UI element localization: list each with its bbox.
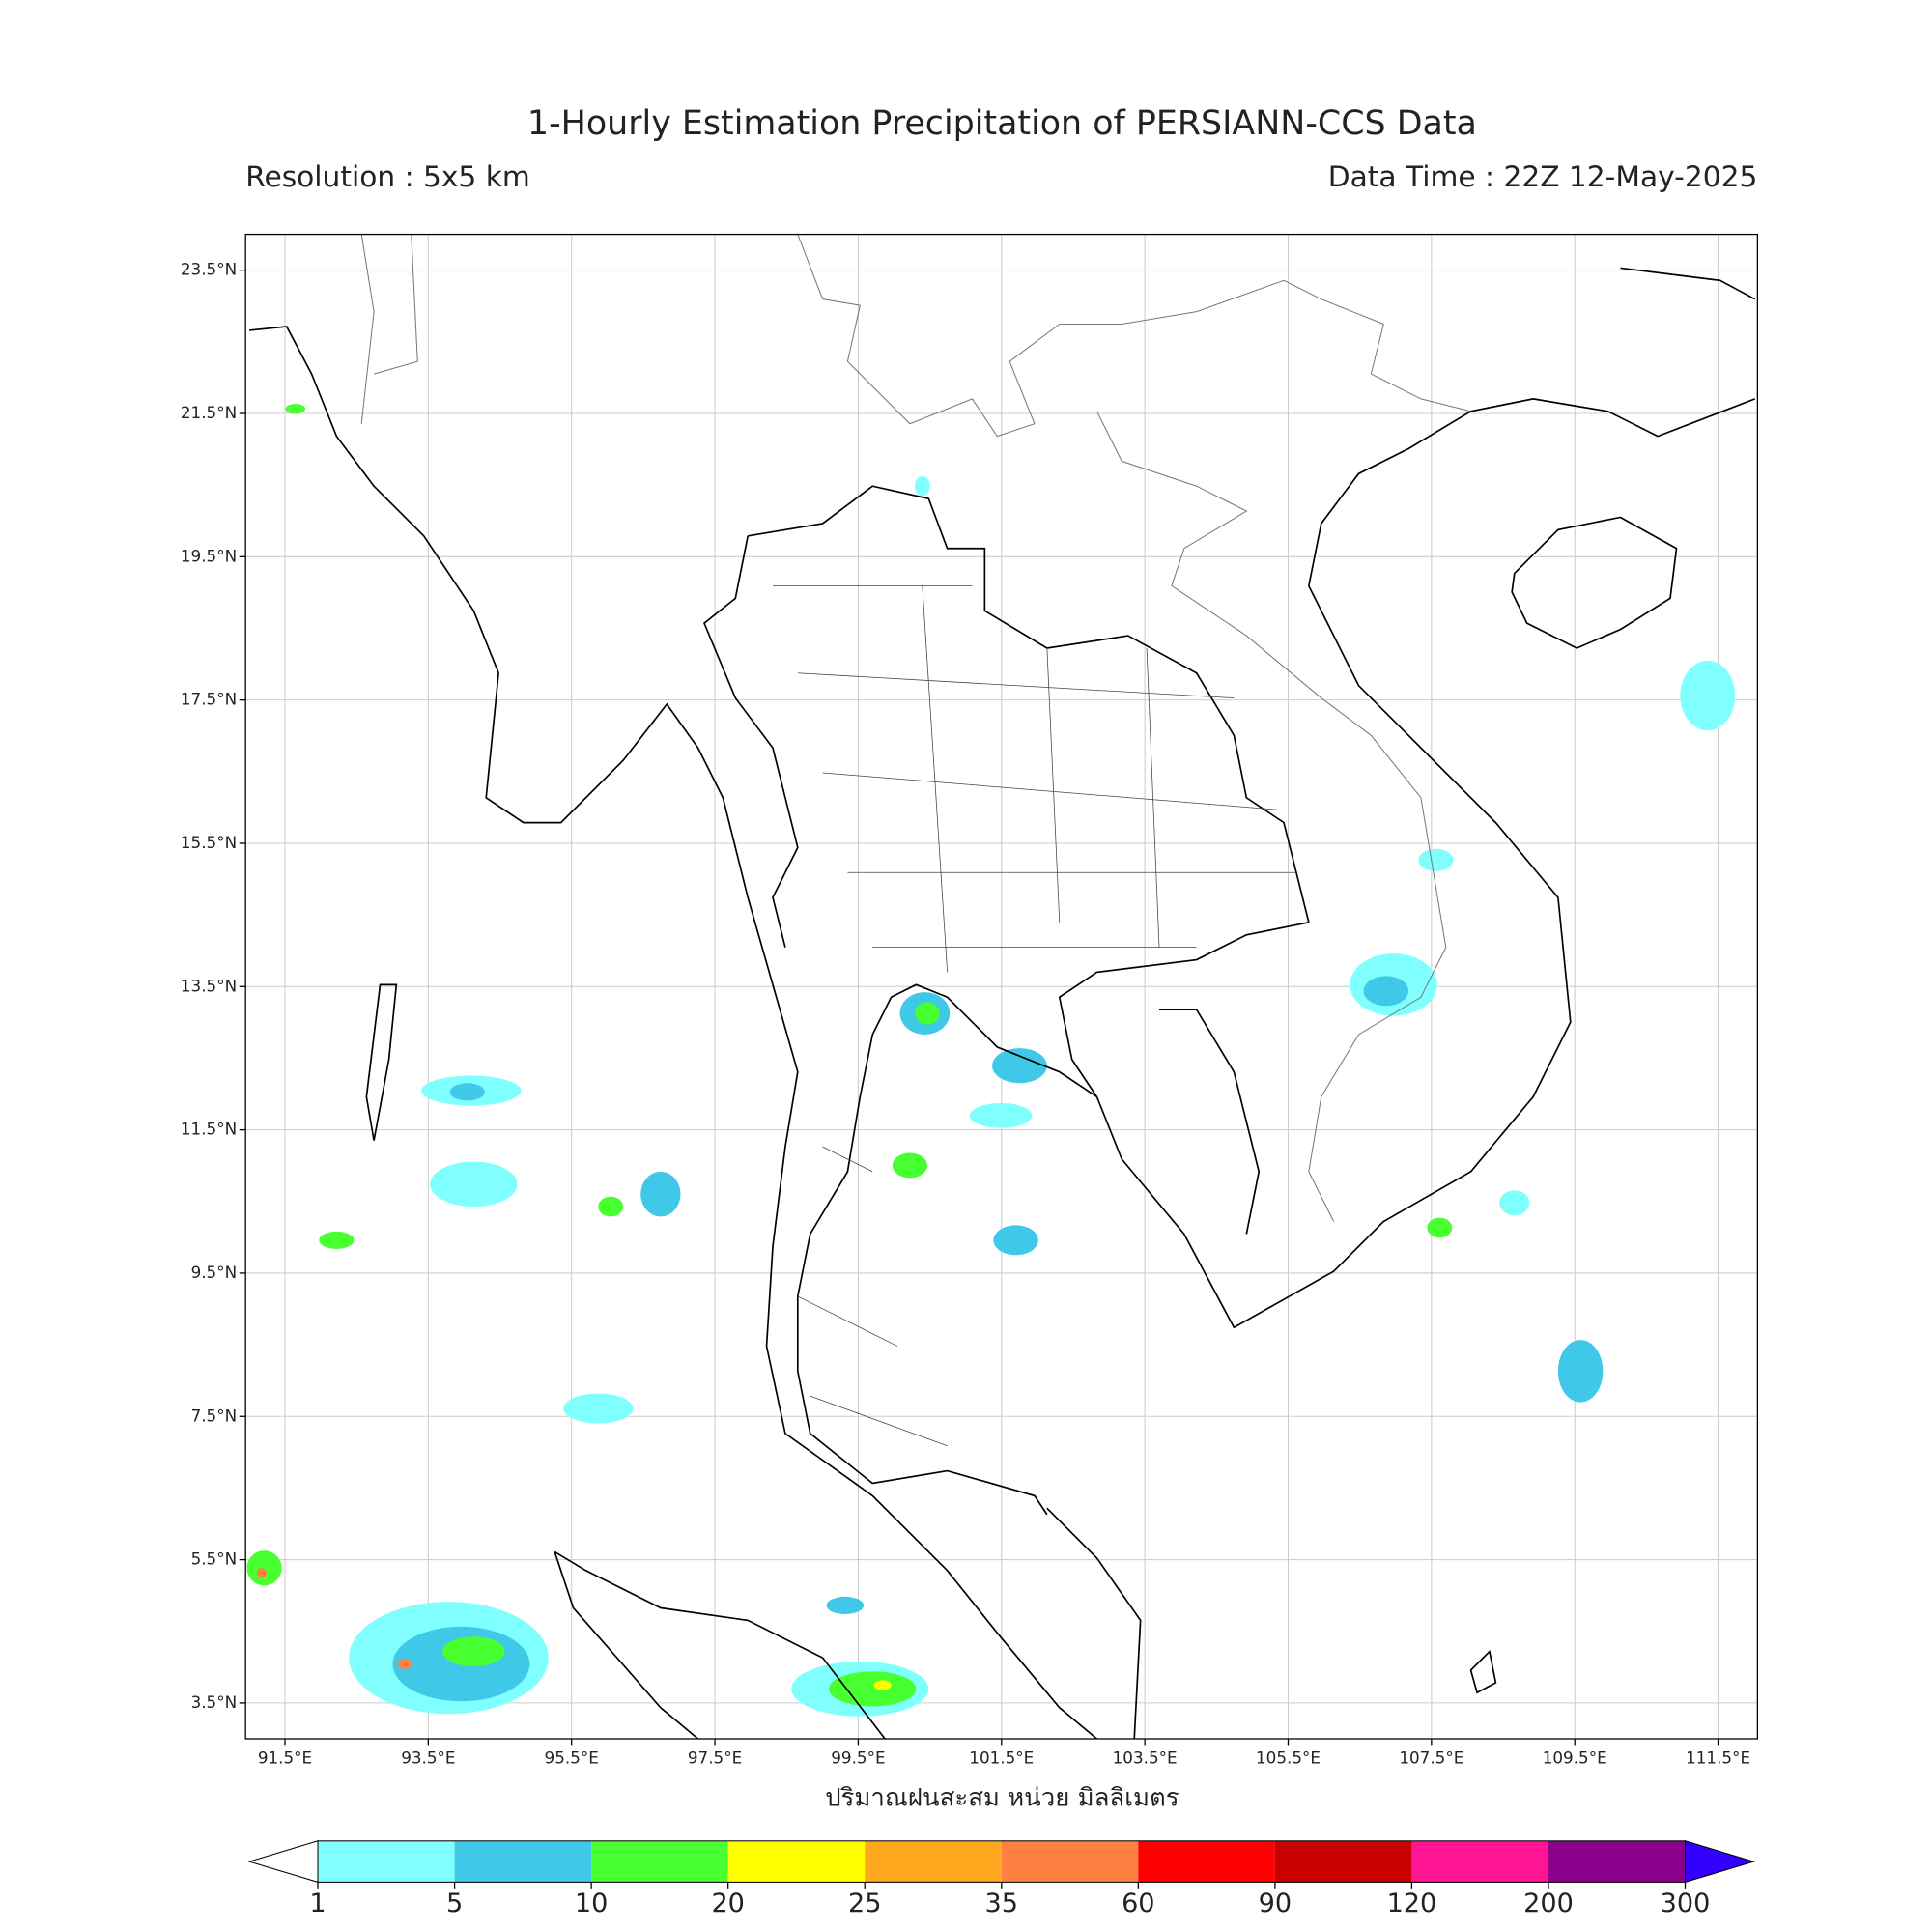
x-tick-label: 93.5°E: [401, 1748, 455, 1768]
colorbar-bin: [1411, 1840, 1548, 1883]
y-tick-label: 7.5°N: [191, 1406, 238, 1425]
rain-area: [256, 1568, 268, 1578]
x-tick-label: 99.5°E: [831, 1748, 885, 1768]
y-tick-label: 15.5°N: [181, 833, 237, 852]
y-tick-label: 17.5°N: [181, 690, 237, 709]
rain-area: [992, 1048, 1047, 1084]
colorbar-bin: [1548, 1840, 1686, 1883]
rain-area: [640, 1171, 681, 1217]
rain-area: [285, 404, 306, 414]
rain-area: [1499, 1190, 1530, 1216]
colorbar: 1 5 10 20 25 35 60 90 120 200 300: [247, 1840, 1756, 1918]
rain-area: [397, 1659, 413, 1669]
rain-area: [829, 1671, 917, 1707]
y-tick-label: 23.5°N: [181, 260, 237, 279]
colorbar-label: 120: [1387, 1889, 1437, 1918]
rain-area: [892, 1152, 927, 1179]
colorbar-over: [1684, 1840, 1756, 1884]
colorbar-label: 35: [985, 1889, 1018, 1918]
colorbar-bin: [727, 1840, 866, 1883]
rain-area: [915, 1002, 940, 1025]
x-tick-label: 111.5°E: [1686, 1748, 1750, 1768]
y-tick-label: 19.5°N: [181, 546, 237, 565]
colorbar-label: 60: [1122, 1889, 1154, 1918]
colorbar-bin: [454, 1840, 592, 1883]
data-time: Data Time : 22Z 12-May-2025: [1328, 159, 1758, 193]
colorbar-bin: [591, 1840, 728, 1883]
rain-area: [993, 1225, 1038, 1256]
colorbar-label: 1: [309, 1889, 326, 1918]
y-tick-label: 5.5°N: [191, 1549, 238, 1569]
rain-area: [442, 1636, 505, 1667]
colorbar-under: [247, 1840, 319, 1884]
x-tick-label: 107.5°E: [1399, 1748, 1463, 1768]
y-tick-label: 21.5°N: [181, 403, 237, 422]
y-tick-label: 3.5°N: [191, 1692, 238, 1712]
rain-area: [449, 1083, 485, 1101]
title: 1-Hourly Estimation Precipitation of PER…: [527, 104, 1477, 143]
colorbar-label: 20: [711, 1889, 744, 1918]
x-tick-label: 109.5°E: [1543, 1748, 1607, 1768]
y-tick-label: 13.5°N: [181, 976, 237, 995]
rain-area: [915, 475, 930, 497]
x-tick-label: 101.5°E: [969, 1748, 1034, 1768]
resolution: Resolution : 5x5 km: [245, 159, 530, 193]
x-tick-label: 91.5°E: [258, 1748, 312, 1768]
rain-area: [246, 1550, 282, 1586]
x-axis-label: ปริมาณฝนสะสม หน่วย มิลลิเมตร: [825, 1783, 1179, 1812]
rain-area: [563, 1393, 634, 1424]
map-layer: [246, 234, 1756, 1739]
colorbar-label: 90: [1259, 1889, 1292, 1918]
x-tick-label: 95.5°E: [545, 1748, 599, 1768]
rain-area: [598, 1196, 624, 1217]
colorbar-bin: [1274, 1840, 1412, 1883]
colorbar-bin: [1138, 1840, 1275, 1883]
rain-area: [969, 1102, 1033, 1128]
colorbar-bin: [865, 1840, 1002, 1883]
rain-areas: [246, 404, 1736, 1717]
colorbar-label: 25: [848, 1889, 881, 1918]
rain-area: [1557, 1340, 1604, 1403]
y-tick-label: 11.5°N: [181, 1120, 237, 1139]
colorbar-label: 300: [1661, 1889, 1711, 1918]
rain-area: [1418, 848, 1454, 871]
rain-area: [319, 1231, 355, 1249]
ticks: 91.5°E 93.5°E 95.5°E 97.5°E 99.5°E 101.5°E 103…: [181, 260, 1750, 1768]
colorbar-bin: [318, 1840, 455, 1883]
y-tick-label: 9.5°N: [191, 1263, 238, 1282]
grid: [245, 234, 1758, 1739]
rain-area: [826, 1596, 865, 1614]
x-tick-label: 105.5°E: [1256, 1748, 1321, 1768]
rain-area: [1363, 976, 1409, 1007]
x-tick-label: 103.5°E: [1113, 1748, 1178, 1768]
thailand: [703, 485, 1310, 1516]
rain-area: [1427, 1217, 1453, 1238]
colorbar-label: 5: [446, 1889, 463, 1918]
colorbar-label: 200: [1523, 1889, 1574, 1918]
x-tick-label: 97.5°E: [688, 1748, 742, 1768]
colorbar-label: 10: [575, 1889, 608, 1918]
borders: [360, 234, 1471, 1222]
colorbar-bin: [1001, 1840, 1139, 1883]
rain-area: [430, 1161, 518, 1208]
rain-area: [1680, 660, 1736, 731]
rain-area: [873, 1680, 892, 1690]
coastlines: [248, 267, 1756, 1739]
